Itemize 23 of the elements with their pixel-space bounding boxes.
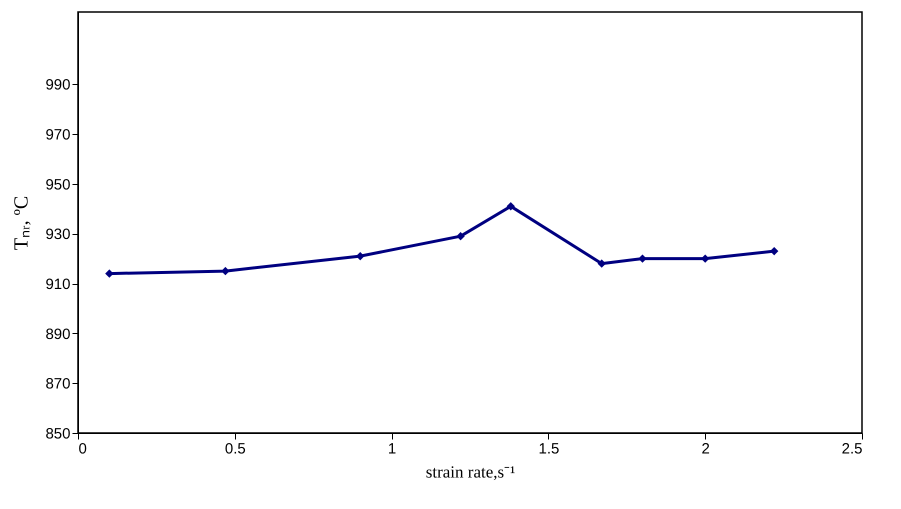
y-tick-label: 990 [45,76,70,94]
y-axis-title: Tₙᵣ, ºC [10,196,32,250]
x-tick-label: 2 [702,440,710,458]
y-tick-label: 950 [45,176,70,194]
y-tick-label: 910 [45,276,70,294]
y-tick-label: 870 [45,376,70,393]
y-tick-label: 890 [45,326,70,343]
x-tick-label: 0 [78,440,87,458]
x-tick-label: 1.5 [538,440,560,458]
point [506,202,515,210]
x-axis-title: strain rate,s⁻¹ [426,462,516,482]
y-tick-label: 850 [45,426,70,442]
y-tick-label: 970 [45,126,70,144]
point [356,252,364,260]
point [221,266,230,276]
y-tick-label: 930 [45,226,70,244]
x-tick-label: 0.5 [224,440,246,458]
point [456,232,465,240]
x-tick-label: 1 [388,440,396,458]
point [598,259,606,268]
x-tick-label: 2.5 [842,440,862,458]
point [701,254,710,263]
point [770,246,778,256]
